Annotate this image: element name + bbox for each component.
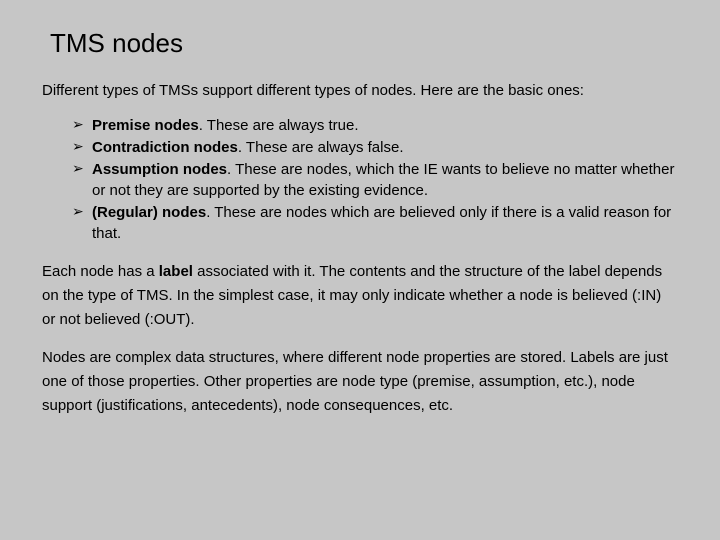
intro-text: Different types of TMSs support differen… [42, 81, 678, 101]
arrow-icon: ➢ [72, 115, 84, 135]
bullet-rest: . These are always false. [238, 139, 404, 156]
bullet-list: ➢ Premise nodes. These are always true. … [42, 115, 678, 244]
para1-pre: Each node has a [42, 263, 159, 280]
arrow-icon: ➢ [72, 137, 84, 157]
slide: TMS nodes Different types of TMSs suppor… [0, 0, 720, 540]
arrow-icon: ➢ [72, 202, 84, 222]
paragraph-structure: Nodes are complex data structures, where… [42, 346, 678, 418]
slide-title: TMS nodes [50, 28, 678, 59]
list-item: ➢ Assumption nodes. These are nodes, whi… [72, 159, 678, 201]
bullet-bold: Assumption nodes [92, 161, 227, 178]
bullet-rest: . These are always true. [199, 117, 359, 134]
para1-bold: label [159, 263, 193, 280]
list-item: ➢ Contradiction nodes. These are always … [72, 137, 678, 158]
paragraph-label: Each node has a label associated with it… [42, 260, 678, 332]
bullet-bold: Contradiction nodes [92, 139, 238, 156]
bullet-bold: (Regular) nodes [92, 204, 206, 221]
list-item: ➢ Premise nodes. These are always true. [72, 115, 678, 136]
list-item: ➢ (Regular) nodes. These are nodes which… [72, 202, 678, 244]
arrow-icon: ➢ [72, 159, 84, 179]
bullet-bold: Premise nodes [92, 117, 199, 134]
